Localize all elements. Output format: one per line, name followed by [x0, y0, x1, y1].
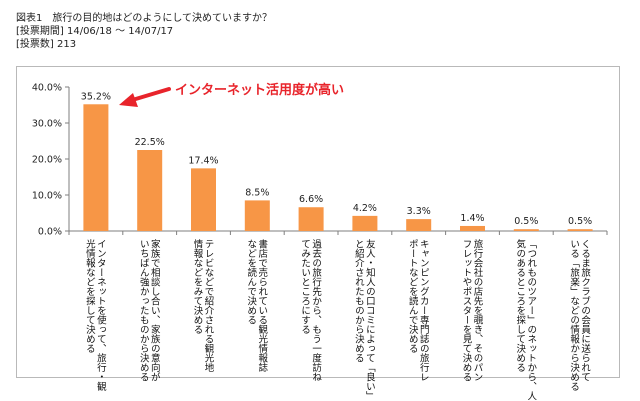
bar-value-label: 0.5% — [568, 216, 592, 227]
category-label: 家族で相談し合い、家族の意向が いちばん強かったものから決める — [137, 239, 160, 382]
category-label: インターネットを使って、旅行・観 光情報などを探して決める — [83, 239, 106, 391]
category-label: 過去の旅行先から、もう一度訪ね てみたいところにする — [299, 239, 322, 382]
bar-chart: 0.0% 10.0% 20.0% 30.0% 40.0% 35.2% 22.5% 17.4% 8… — [32, 82, 608, 238]
category-label: キャンピングカー専門誌の旅行レ ポートなどを読んで決める — [406, 239, 429, 382]
bar — [513, 229, 539, 231]
y-tick-label: 10.0% — [32, 191, 62, 202]
bar — [352, 215, 378, 231]
y-tick-label: 30.0% — [32, 119, 62, 130]
category-label: 旅行会社の店先を覗き、そのパン フレットやポスターを見て決める — [460, 239, 483, 382]
chart-header: 図表1 旅行の目的地はどのようにして決めていますか？ [投票期間] 14/06/… — [16, 12, 272, 51]
category-label: 友人・知人の口コミによって「良い」 と紹介されたものから決める — [352, 239, 375, 401]
bar-value-label: 8.5% — [245, 187, 269, 198]
bar — [244, 200, 270, 231]
annotation-arrow-head — [119, 93, 138, 107]
y-tick-label: 20.0% — [32, 155, 62, 166]
bar — [567, 229, 593, 231]
bar — [298, 207, 324, 231]
bar-value-label: 3.3% — [407, 206, 431, 217]
chart-title: 図表1 旅行の目的地はどのようにして決めていますか？ — [16, 13, 273, 24]
chart-frame: 0.0% 10.0% 20.0% 30.0% 40.0% 35.2% 22.5% 17.4% 8… — [16, 66, 620, 401]
category-label: テレビなどで紹介される観光地 情報などをみて決める — [191, 239, 214, 372]
category-label: 書店で売られている観光情報誌 などを読んで決める — [245, 239, 268, 372]
bar-value-label: 6.6% — [299, 194, 323, 205]
annotation-arrow-shaft — [127, 87, 171, 103]
bar — [137, 150, 163, 231]
bar-value-label: 17.4% — [188, 155, 218, 166]
y-tick-label: 40.0% — [32, 83, 62, 94]
vote-period: [投票期間] 14/06/18 ～ 14/07/17 — [16, 26, 174, 37]
bar-value-label: 35.2% — [81, 91, 111, 102]
bar — [191, 168, 216, 231]
category-label: 「つれものツアー」のネットから、人 気のあるところを探して決める — [514, 239, 537, 401]
y-tick-label: 0.0% — [38, 227, 62, 238]
bar-value-label: 22.5% — [135, 137, 165, 148]
bar — [83, 104, 109, 231]
category-label: くるま旅クラブの会員に送られて いる「旅楽」などの情報から決める — [568, 239, 591, 391]
annotation-text: インターネット活用度が高い — [175, 82, 344, 98]
bar-value-label: 0.5% — [514, 216, 538, 227]
vote-count: [投票数] 213 — [16, 39, 77, 50]
bar — [460, 225, 485, 231]
bar-value-label: 1.4% — [460, 213, 484, 224]
bar — [406, 219, 432, 231]
bar-value-label: 4.2% — [353, 203, 377, 214]
